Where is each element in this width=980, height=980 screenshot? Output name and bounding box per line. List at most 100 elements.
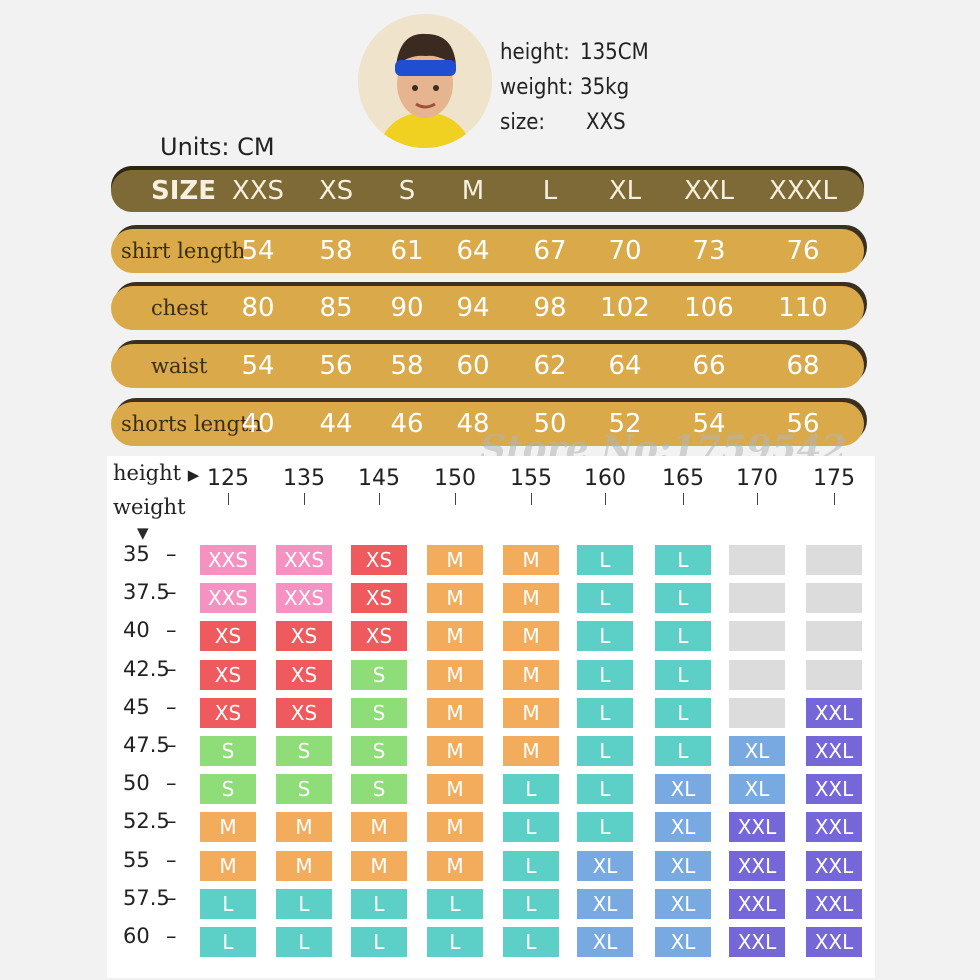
model-height: height: 135CM [500,40,649,65]
measure-value: 60 [456,351,490,381]
measure-label: shirt length [121,239,246,263]
measure-value: 102 [600,293,650,323]
height-tick: 145 [349,466,409,505]
size-cell-xxl: XXL [729,812,785,843]
weight-tick: 35– [123,542,193,566]
size-cell-m: M [427,850,483,881]
size-cell-l: L [503,850,559,881]
measure-value: 46 [390,409,424,439]
height-tick: 170 [727,466,787,505]
size-cell-xxl: XXL [806,697,862,728]
measure-row-shirt-length: shirt length 54 58 61 64 67 70 73 76 [111,229,864,273]
size-cell-l: L [577,736,633,766]
size-cell-m: M [427,621,483,652]
height-tick-label: 175 [813,466,855,491]
size-cell-l: L [503,927,559,957]
weight-tick-mark: – [166,656,177,681]
size-cell-m: M [427,812,483,843]
size-cell-l: L [276,927,332,957]
height-tick-label: 135 [283,466,325,491]
measure-label: chest [151,296,208,320]
size-cell-xs: XS [276,621,332,652]
weight-tick-label: 37.5 [123,580,170,605]
size-header-s: S [398,176,416,206]
size-cell-l: L [577,659,633,690]
size-cell-s: S [200,774,256,805]
height-tick-mark [227,493,229,505]
size-cell-xs: XS [276,697,332,728]
model-avatar [358,14,492,148]
measure-label: shorts length [121,412,262,436]
size-cell-xxl: XXL [729,888,785,919]
size-header-xxxl: XXXL [769,176,837,206]
size-cell-empty [806,545,862,575]
height-tick-mark [303,493,305,505]
size-cell-xs: XS [200,697,256,728]
measure-value: 98 [533,293,567,323]
measure-value: 64 [456,236,490,266]
measure-value: 66 [692,351,726,381]
measure-value: 106 [684,293,734,323]
weight-tick-mark: – [166,580,177,605]
size-cell-xxl: XXL [806,850,862,881]
weight-tick-label: 35 [123,542,150,566]
measure-value: 62 [533,351,567,381]
measure-value: 64 [608,351,642,381]
size-cell-m: M [503,621,559,652]
measure-value: 54 [241,351,275,381]
weight-tick-mark: – [166,924,177,948]
size-cell-xs: XS [351,545,407,575]
size-cell-m: M [427,697,483,728]
height-tick: 175 [804,466,864,505]
height-tick-label: 160 [584,466,626,491]
height-tick: 165 [653,466,713,505]
measure-value: 48 [456,409,490,439]
size-cell-xl: XL [655,850,711,881]
size-cell-l: L [503,812,559,843]
size-cell-l: L [200,888,256,919]
weight-tick: 37.5– [123,580,193,604]
height-label: height: [500,40,570,65]
size-cell-xl: XL [655,888,711,919]
height-tick: 150 [425,466,485,505]
size-cell-empty [729,697,785,728]
size-cell-l: L [577,697,633,728]
size-cell-m: M [503,736,559,766]
weight-tick: 60– [123,924,193,948]
size-cell-l: L [655,545,711,575]
down-arrow-icon: ▼ [137,524,149,542]
size-cell-m: M [503,545,559,575]
weight-tick: 57.5– [123,886,193,910]
size-cell-empty [729,583,785,614]
size-cell-xxl: XXL [806,888,862,919]
height-tick-label: 165 [662,466,704,491]
measure-value: 70 [608,236,642,266]
size-cell-m: M [276,812,332,843]
size-header-label: SIZE [151,176,217,206]
measure-row-chest: chest 80 85 90 94 98 102 106 110 [111,286,864,330]
size-cell-empty [729,545,785,575]
size-value: XXS [586,110,626,135]
height-tick-label: 155 [510,466,552,491]
height-tick-mark [530,493,532,505]
measure-value: 58 [390,351,424,381]
size-cell-l: L [503,774,559,805]
size-cell-empty [806,621,862,652]
weight-tick: 40– [123,618,193,642]
size-cell-xl: XL [655,774,711,805]
right-arrow-icon: ▶ [187,466,200,484]
measure-value: 73 [692,236,726,266]
units-label: Units: CM [160,133,275,161]
size-cell-l: L [577,812,633,843]
weight-tick: 50– [123,771,193,795]
size-label: size: [500,110,546,135]
size-cell-l: L [427,927,483,957]
height-tick: 135 [274,466,334,505]
size-header-row: SIZE XXS XS S M L XL XXL XXXL [111,170,864,212]
weight-tick-mark: – [166,618,177,643]
size-cell-m: M [200,812,256,843]
size-cell-s: S [200,736,256,766]
weight-tick-mark: – [166,885,177,910]
model-size: size: XXS [500,110,626,135]
measure-label: waist [151,354,208,378]
